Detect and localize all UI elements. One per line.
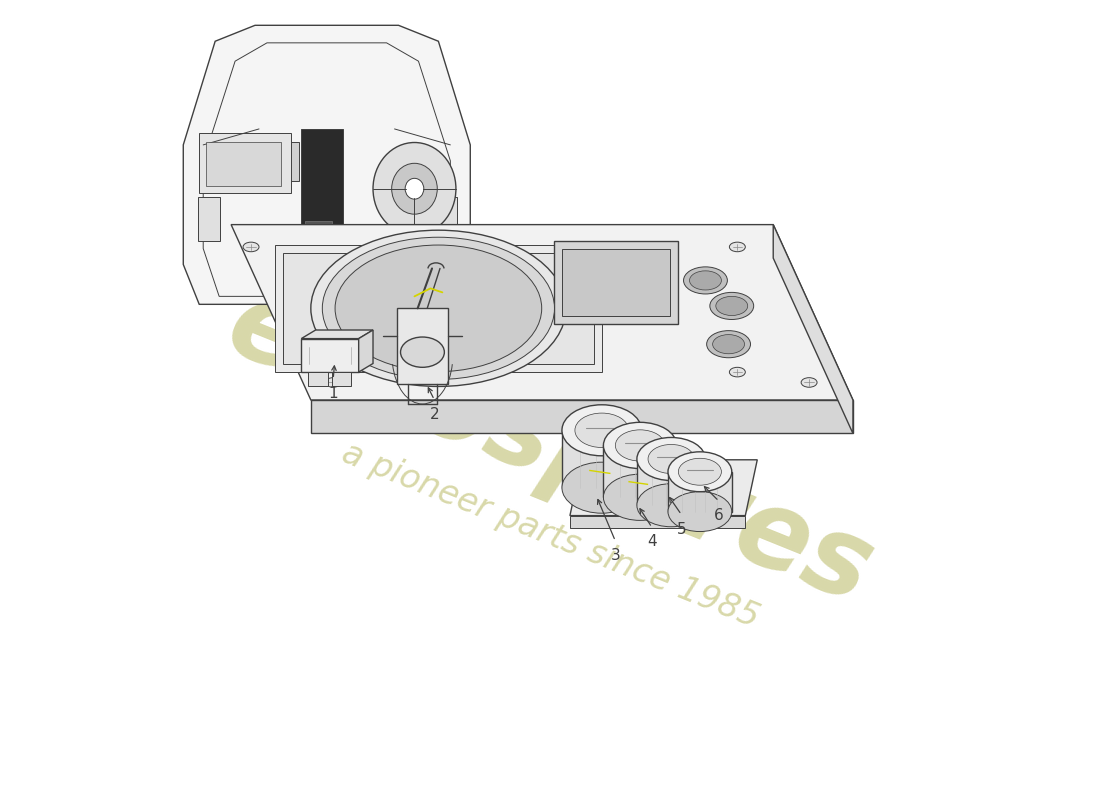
Ellipse shape (668, 492, 732, 531)
Ellipse shape (604, 474, 676, 520)
Text: 5: 5 (676, 522, 686, 537)
Ellipse shape (729, 367, 746, 377)
Ellipse shape (668, 452, 732, 492)
Ellipse shape (562, 405, 641, 456)
Bar (206, 142, 282, 186)
Polygon shape (562, 430, 641, 488)
Polygon shape (231, 225, 853, 400)
Text: 2: 2 (430, 407, 439, 422)
Ellipse shape (336, 245, 541, 372)
Polygon shape (308, 372, 328, 386)
Ellipse shape (392, 163, 438, 214)
Ellipse shape (326, 378, 341, 387)
Ellipse shape (706, 330, 750, 358)
Polygon shape (301, 338, 359, 372)
Ellipse shape (801, 378, 817, 387)
Polygon shape (331, 372, 352, 386)
Bar (434, 197, 456, 241)
Bar (306, 222, 332, 233)
Bar (306, 270, 332, 281)
Polygon shape (301, 330, 373, 338)
Polygon shape (668, 472, 732, 512)
Ellipse shape (311, 230, 565, 386)
Polygon shape (604, 446, 676, 498)
Ellipse shape (562, 462, 641, 514)
Polygon shape (184, 26, 471, 304)
Bar (306, 254, 332, 265)
Text: 1: 1 (328, 386, 338, 401)
Polygon shape (562, 249, 670, 316)
Bar (301, 129, 343, 296)
Ellipse shape (710, 292, 754, 319)
Ellipse shape (679, 458, 722, 486)
Ellipse shape (322, 238, 554, 379)
Ellipse shape (690, 271, 722, 290)
Ellipse shape (575, 413, 629, 447)
Polygon shape (359, 330, 373, 372)
Bar (199, 133, 290, 193)
Text: 3: 3 (610, 548, 620, 563)
Ellipse shape (713, 334, 745, 354)
Text: 6: 6 (714, 508, 724, 523)
Bar (299, 229, 345, 296)
Polygon shape (570, 460, 757, 515)
Ellipse shape (615, 430, 664, 461)
Ellipse shape (243, 242, 258, 252)
Polygon shape (311, 400, 852, 434)
Ellipse shape (716, 296, 748, 315)
Ellipse shape (400, 337, 444, 367)
Ellipse shape (729, 242, 746, 252)
Ellipse shape (637, 484, 705, 526)
Polygon shape (570, 515, 746, 527)
Ellipse shape (405, 178, 424, 199)
Polygon shape (292, 296, 352, 352)
Text: 4: 4 (647, 534, 657, 550)
Bar (198, 197, 220, 241)
Ellipse shape (373, 142, 455, 235)
Bar (255, 142, 299, 181)
Ellipse shape (683, 267, 727, 294)
Polygon shape (554, 241, 678, 324)
Polygon shape (637, 459, 705, 506)
Polygon shape (773, 225, 852, 434)
Bar (306, 238, 332, 249)
Ellipse shape (637, 438, 705, 481)
Ellipse shape (648, 445, 694, 474)
Text: eurospares: eurospares (212, 270, 888, 626)
Polygon shape (397, 308, 448, 384)
Text: a pioneer parts since 1985: a pioneer parts since 1985 (337, 437, 763, 634)
Ellipse shape (604, 422, 676, 469)
Polygon shape (275, 245, 602, 372)
Polygon shape (283, 253, 594, 364)
